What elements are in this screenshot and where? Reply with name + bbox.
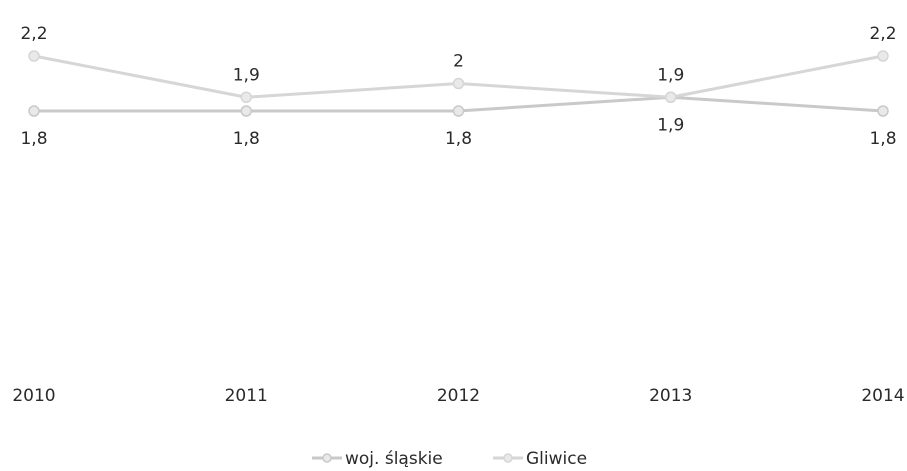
legend-label-0: woj. śląskie [345, 449, 443, 469]
data-label-series-1-4: 2,2 [869, 24, 896, 44]
x-tick-label-1: 2011 [225, 386, 268, 406]
x-tick-label-0: 2010 [12, 386, 55, 406]
data-label-series-1-2: 2 [453, 52, 464, 72]
legend: woj. śląskie Gliwice [312, 449, 587, 469]
x-tick-label-2: 2012 [437, 386, 480, 406]
data-label-series-0-3: 1,9 [657, 115, 684, 135]
series-1-point-0 [29, 51, 39, 61]
legend-swatch-marker-1 [504, 454, 512, 462]
series-0-point-1 [241, 106, 251, 116]
data-label-series-0-0: 1,8 [20, 129, 47, 149]
legend-item-1: Gliwice [493, 449, 587, 469]
series-1-point-4 [878, 51, 888, 61]
series-0-point-0 [29, 106, 39, 116]
data-label-series-0-1: 1,8 [233, 129, 260, 149]
data-label-series-1-1: 1,9 [233, 65, 260, 85]
x-tick-label-3: 2013 [649, 386, 692, 406]
legend-swatch-marker-0 [323, 454, 331, 462]
series-1-point-3 [666, 92, 676, 102]
data-label-series-0-4: 1,8 [869, 129, 896, 149]
data-label-series-1-3: 1,9 [657, 65, 684, 85]
x-axis: 2010 2011 2012 2013 2014 [12, 386, 904, 406]
legend-label-1: Gliwice [526, 449, 587, 469]
data-label-series-1-0: 2,2 [20, 24, 47, 44]
series-0-point-2 [454, 106, 464, 116]
series-0-point-4 [878, 106, 888, 116]
series-1-point-2 [454, 79, 464, 89]
data-label-series-0-2: 1,8 [445, 129, 472, 149]
series-1-point-1 [241, 92, 251, 102]
x-tick-label-4: 2014 [861, 386, 904, 406]
legend-item-0: woj. śląskie [312, 449, 443, 469]
